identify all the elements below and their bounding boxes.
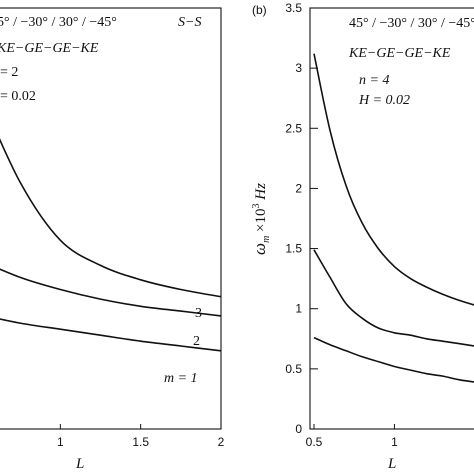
panel-b-curve-m1	[313, 336, 474, 383]
curve-label-m1: m = 1	[164, 371, 198, 386]
panel-a-x-ticks: 1 1.5 2	[57, 424, 225, 449]
panel-b-n-annotation: n = 4	[359, 73, 389, 88]
panel-a-n-annotation: = 2	[0, 65, 18, 80]
panel-b-y-tick-label: 0	[295, 422, 302, 436]
panel-a-curve-m1	[0, 318, 222, 352]
panel-b-x-tick-label: 1	[391, 435, 398, 449]
panel-a-h-annotation: = 0.02	[0, 89, 36, 104]
panel-a-x-tick-label: 2	[218, 435, 225, 449]
panel-a-x-axis-label: L	[75, 456, 84, 472]
panel-b-label: (b)	[252, 3, 267, 17]
panel-a-layup-annotation: 5° / −30° / 30° / −45°	[0, 15, 117, 30]
panel-b-curve-m2	[313, 249, 474, 347]
panel-b-material-annotation: KE−GE−GE−KE	[348, 46, 451, 61]
panel-b-curve-m3	[313, 53, 474, 306]
panel-a-curve-m2	[0, 268, 222, 317]
panel-b-curves	[313, 53, 474, 383]
panel-a-curves	[0, 138, 222, 352]
panel-b-x-ticks: 0.5 1	[306, 424, 398, 449]
panel-b-x-tick-label: 0.5	[306, 435, 323, 449]
panel-b-y-tick-label: 0.5	[285, 362, 302, 376]
curve-label-3: 3	[195, 306, 202, 321]
panel-a-boundary-annotation: S−S	[178, 15, 201, 30]
panel-a-x-tick-label: 1.5	[132, 435, 149, 449]
panel-a-material-annotation: KE−GE−GE−KE	[0, 41, 99, 56]
panel-b-y-tick-label: 2.5	[285, 121, 302, 135]
panel-b-y-axis-label: ωm ×103 Hz	[250, 183, 272, 255]
panel-b: 00.511.522.533.5 0.5 1 (b) 45° / −30° / 3…	[250, 1, 474, 472]
panel-a: 1 1.5 2 5° / −30° / 30° / −45° S−S KE−GE−G…	[0, 7, 225, 472]
svg-text:ωm ×103 Hz: ωm ×103 Hz	[250, 183, 272, 255]
panel-a-curve-m3	[0, 138, 222, 298]
panel-a-x-tick-label: 1	[57, 435, 64, 449]
panel-b-y-tick-label: 1.5	[285, 242, 302, 256]
panel-b-y-ticks: 0 0.5 1 1.5 2 2.5 3 3.5	[285, 1, 318, 436]
curve-label-2: 2	[193, 334, 200, 349]
panel-b-x-axis-label: L	[387, 456, 396, 472]
panel-b-y-tick-label: 3	[295, 61, 302, 75]
panel-b-layup-annotation: 45° / −30° / 30° / −45°	[349, 16, 474, 31]
panel-a-frame	[0, 7, 222, 430]
panel-b-frame	[309, 7, 474, 430]
panel-b-y-tick-label: 2	[295, 181, 302, 195]
panel-b-h-annotation: H = 0.02	[358, 93, 410, 108]
panel-b-y-tick-label: 3.5	[285, 1, 302, 15]
panel-b-y-tick-label: 1	[295, 302, 302, 316]
